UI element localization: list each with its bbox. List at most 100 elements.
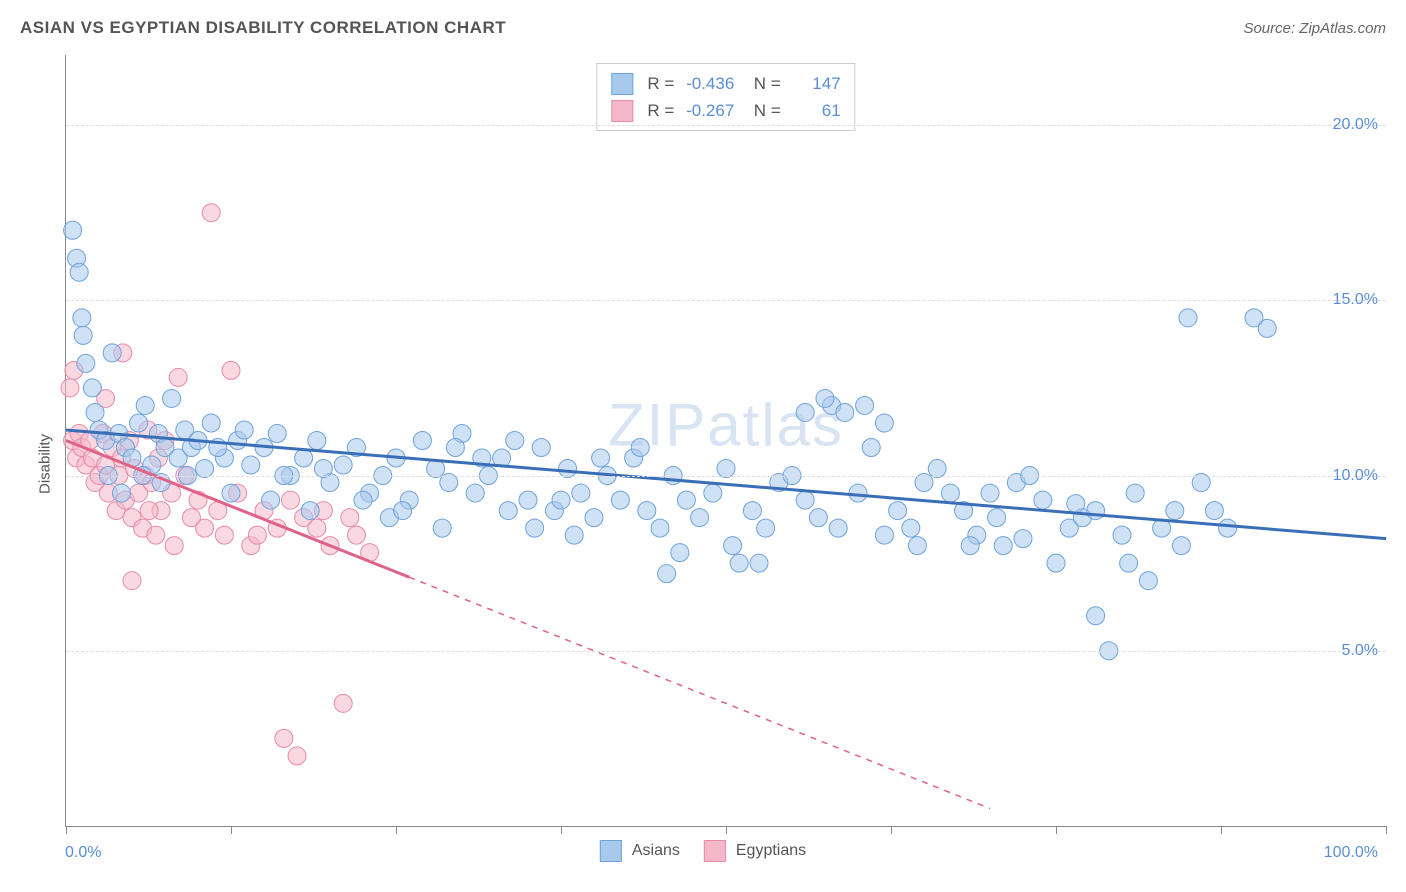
scatter-point (816, 389, 834, 407)
scatter-point (875, 414, 893, 432)
scatter-point (202, 414, 220, 432)
scatter-point (308, 519, 326, 537)
scatter-point (757, 519, 775, 537)
scatter-point (611, 491, 629, 509)
scatter-point (585, 509, 603, 527)
scatter-point (526, 519, 544, 537)
scatter-point (750, 554, 768, 572)
scatter-point (658, 565, 676, 583)
scatter-point (222, 484, 240, 502)
xtick (231, 826, 232, 834)
gridline (66, 300, 1386, 301)
scatter-point (981, 484, 999, 502)
scatter-point (724, 537, 742, 555)
scatter-point (301, 502, 319, 520)
scatter-point (889, 502, 907, 520)
y-axis-label: Disability (37, 433, 54, 493)
trend-line-dashed (409, 577, 990, 808)
scatter-point (1113, 526, 1131, 544)
scatter-point (532, 439, 550, 457)
scatter-point (61, 379, 79, 397)
xtick (1056, 826, 1057, 834)
scatter-point (671, 544, 689, 562)
legend-swatch-egyptians (704, 840, 726, 862)
scatter-point (1087, 607, 1105, 625)
scatter-point (202, 204, 220, 222)
scatter-point (796, 403, 814, 421)
scatter-point (1067, 495, 1085, 513)
scatter-point (242, 456, 260, 474)
scatter-point (1034, 491, 1052, 509)
scatter-point (248, 526, 266, 544)
scatter-point (796, 491, 814, 509)
scatter-point (466, 484, 484, 502)
scatter-point (413, 432, 431, 450)
scatter-point (288, 747, 306, 765)
gridline (66, 476, 1386, 477)
scatter-point (862, 439, 880, 457)
scatter-point (147, 526, 165, 544)
scatter-point (70, 263, 88, 281)
scatter-point (908, 537, 926, 555)
scatter-point (836, 403, 854, 421)
scatter-point (1120, 554, 1138, 572)
chart-title: ASIAN VS EGYPTIAN DISABILITY CORRELATION… (20, 18, 506, 38)
scatter-point (552, 491, 570, 509)
legend-item-egyptians: Egyptians (704, 840, 806, 862)
xtick (66, 826, 67, 834)
ytick-label: 10.0% (1333, 467, 1378, 485)
scatter-point (677, 491, 695, 509)
xtick (726, 826, 727, 834)
scatter-point (902, 519, 920, 537)
scatter-point (103, 344, 121, 362)
legend-item-asians: Asians (600, 840, 680, 862)
scatter-point (743, 502, 761, 520)
scatter-point (347, 526, 365, 544)
scatter-point (136, 396, 154, 414)
scatter-point (64, 221, 82, 239)
scatter-point (1087, 502, 1105, 520)
scatter-point (86, 403, 104, 421)
scatter-point (83, 379, 101, 397)
scatter-point (592, 449, 610, 467)
trend-line (66, 430, 1386, 539)
scatter-point (856, 396, 874, 414)
xtick (1386, 826, 1387, 834)
scatter-point (730, 554, 748, 572)
plot-area: ZIPatlas R = -0.436 N = 147 R = -0.267 N… (65, 55, 1386, 827)
scatter-point (140, 502, 158, 520)
scatter-point (988, 509, 1006, 527)
scatter-point (163, 389, 181, 407)
chart-source: Source: ZipAtlas.com (1243, 20, 1386, 37)
scatter-point (262, 491, 280, 509)
xtick (1221, 826, 1222, 834)
scatter-point (572, 484, 590, 502)
xtick (561, 826, 562, 834)
legend-label-asians: Asians (632, 842, 680, 860)
scatter-point (308, 432, 326, 450)
scatter-point (506, 432, 524, 450)
scatter-point (565, 526, 583, 544)
scatter-point (829, 519, 847, 537)
series-legend: Asians Egyptians (600, 840, 806, 862)
scatter-point (281, 491, 299, 509)
ytick-label: 5.0% (1342, 642, 1378, 660)
scatter-point (74, 326, 92, 344)
scatter-point (215, 526, 233, 544)
scatter-point (73, 309, 91, 327)
chart-container: Disability ZIPatlas R = -0.436 N = 147 R… (20, 55, 1386, 872)
scatter-point (77, 354, 95, 372)
scatter-point (1179, 309, 1197, 327)
scatter-point (334, 456, 352, 474)
legend-swatch-asians (600, 840, 622, 862)
scatter-point (169, 368, 187, 386)
scatter-point (691, 509, 709, 527)
scatter-point (961, 537, 979, 555)
scatter-point (1258, 319, 1276, 337)
scatter-point (1172, 537, 1190, 555)
scatter-point (394, 502, 412, 520)
scatter-point (809, 509, 827, 527)
gridline (66, 125, 1386, 126)
scatter-point (341, 509, 359, 527)
scatter-point (123, 572, 141, 590)
